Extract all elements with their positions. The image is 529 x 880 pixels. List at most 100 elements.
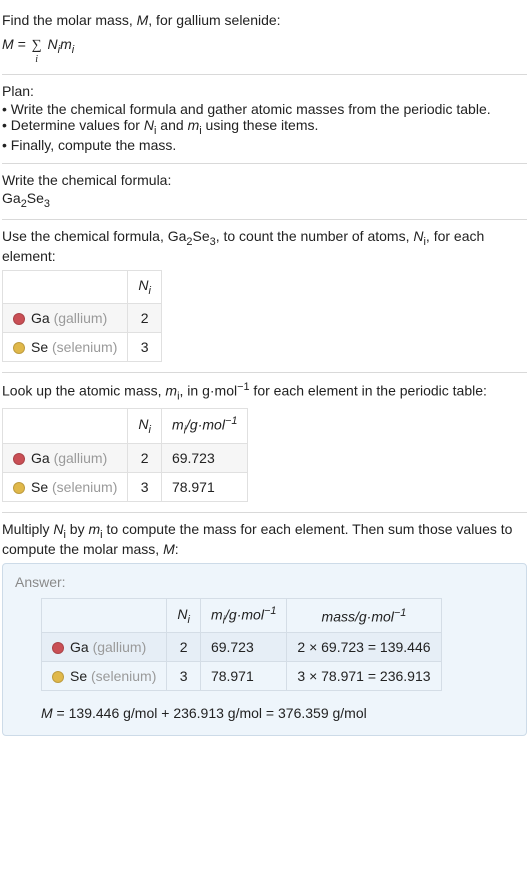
- ga-N: 2: [128, 443, 162, 472]
- se-name: (selenium): [48, 339, 117, 355]
- hdr-mass-text: mass/g·mol: [322, 608, 394, 624]
- ga-swatch: [52, 642, 64, 654]
- ga-symbol: Ga: [31, 450, 50, 466]
- mass-m: m: [165, 383, 177, 399]
- formula-se-sub: 3: [44, 197, 50, 209]
- final-result: M = 139.446 g/mol + 236.913 g/mol = 376.…: [41, 705, 514, 721]
- hdr-N-sub: i: [149, 424, 151, 436]
- hdr-N-sym: N: [138, 277, 148, 293]
- section-formula: Write the chemical formula: Ga2Se3: [2, 164, 527, 221]
- compute-text-d: :: [175, 541, 179, 557]
- hdr-N: Ni: [167, 598, 201, 632]
- elem-se: Se (selenium): [3, 472, 128, 501]
- se-count: 3: [128, 332, 162, 361]
- elem-ga: Ga (gallium): [3, 443, 128, 472]
- atomic-mass-table: Ni mi/g·mol−1 Ga (gallium) 2 69.723 Se (…: [2, 408, 248, 501]
- plan-item-2: • Determine values for Ni and mi using t…: [2, 117, 527, 137]
- plan-m: m: [188, 117, 200, 133]
- se-N: 3: [167, 662, 201, 691]
- ga-N: 2: [167, 633, 201, 662]
- elem-ga: Ga (gallium): [3, 303, 128, 332]
- compute-text: Multiply Ni by mi to compute the mass fo…: [2, 521, 527, 557]
- plan-item-1: • Write the chemical formula and gather …: [2, 101, 527, 117]
- mass-text-a: Look up the atomic mass,: [2, 383, 165, 399]
- intro-text-a: Find the molar mass,: [2, 12, 137, 28]
- table-row: Ga (gallium) 2 69.723 2 × 69.723 = 139.4…: [42, 633, 442, 662]
- hdr-N: Ni: [128, 409, 162, 443]
- hdr-N-sym: N: [138, 416, 148, 432]
- ga-mass: 2 × 69.723 = 139.446: [287, 633, 441, 662]
- hdr-m: mi/g·mol−1: [161, 409, 247, 443]
- plan-bullets: • Write the chemical formula and gather …: [2, 101, 527, 153]
- hdr-m-unit: /g·mol: [186, 417, 225, 433]
- plan-item-2a: • Determine values for: [2, 117, 144, 133]
- ga-name: (gallium): [50, 450, 108, 466]
- plan-item-3: • Finally, compute the mass.: [2, 137, 527, 153]
- hdr-m-sym: m: [211, 606, 223, 622]
- compute-text-b: by: [66, 521, 89, 537]
- hdr-m-unit: /g·mol: [225, 606, 264, 622]
- plan-item-2c: using these items.: [202, 117, 319, 133]
- mass-text-b: , in g·mol: [180, 383, 238, 399]
- formula-left: M =: [2, 36, 30, 52]
- ga-symbol: Ga: [31, 310, 50, 326]
- hdr-m-sym: m: [172, 417, 184, 433]
- page: Find the molar mass, M, for gallium sele…: [0, 0, 529, 750]
- ga-name: (gallium): [89, 639, 147, 655]
- mass-exp: −1: [237, 381, 249, 393]
- mass-text: Look up the atomic mass, mi, in g·mol−1 …: [2, 381, 527, 402]
- hdr-empty: [3, 271, 128, 304]
- compute-N: N: [53, 521, 63, 537]
- hdr-N: Ni: [128, 271, 162, 304]
- se-name: (selenium): [87, 668, 156, 684]
- count-text-c: , to count the number of atoms,: [216, 228, 414, 244]
- hdr-N-sub: i: [188, 613, 190, 625]
- se-mass: 78.971: [161, 472, 247, 501]
- section-atomic-mass: Look up the atomic mass, mi, in g·mol−1 …: [2, 373, 527, 513]
- answer-box: Answer: Ni mi/g·mol−1 mass/g·mol−1 Ga (g…: [2, 563, 527, 736]
- count-N: N: [413, 228, 423, 244]
- table-row: Se (selenium) 3 78.971 3 × 78.971 = 236.…: [42, 662, 442, 691]
- plan-N: N: [144, 117, 154, 133]
- se-swatch: [52, 671, 64, 683]
- intro-M: M: [137, 12, 149, 28]
- formula-se: Se: [27, 190, 44, 206]
- table-row: Se (selenium) 3 78.971: [3, 472, 248, 501]
- intro-text-b: , for gallium selenide:: [148, 12, 280, 28]
- count-text-a: Use the chemical formula, Ga: [2, 228, 186, 244]
- ga-count: 2: [128, 303, 162, 332]
- ga-symbol: Ga: [70, 639, 89, 655]
- count-text: Use the chemical formula, Ga2Se3, to cou…: [2, 228, 527, 264]
- table-row: Ga (gallium) 2 69.723: [3, 443, 248, 472]
- hdr-mass: mass/g·mol−1: [287, 598, 441, 632]
- compute-text-a: Multiply: [2, 521, 53, 537]
- count-text-b: Se: [192, 228, 209, 244]
- molar-mass-formula: M = ∑i Nimi: [2, 30, 527, 64]
- se-symbol: Se: [31, 479, 48, 495]
- table-header-row: Ni mi/g·mol−1 mass/g·mol−1: [42, 598, 442, 632]
- final-text: = 139.446 g/mol + 236.913 g/mol = 376.35…: [53, 705, 367, 721]
- hdr-mass-exp: −1: [394, 607, 406, 619]
- compute-m: m: [89, 521, 101, 537]
- formula-label: Write the chemical formula:: [2, 172, 527, 188]
- section-plan: Plan: • Write the chemical formula and g…: [2, 75, 527, 164]
- atom-count-table: Ni Ga (gallium) 2 Se (selenium) 3: [2, 270, 162, 362]
- mass-text-c: for each element in the periodic table:: [250, 383, 487, 399]
- answer-label: Answer:: [15, 574, 514, 590]
- ga-name: (gallium): [50, 310, 108, 326]
- se-N: 3: [128, 472, 162, 501]
- table-row: Se (selenium) 3: [3, 332, 162, 361]
- sigma-symbol: ∑i: [32, 32, 42, 60]
- ga-mass: 69.723: [161, 443, 247, 472]
- table-header-row: Ni: [3, 271, 162, 304]
- section-intro: Find the molar mass, M, for gallium sele…: [2, 4, 527, 75]
- sigma-index: i: [35, 46, 38, 74]
- hdr-empty: [3, 409, 128, 443]
- se-m: 78.971: [200, 662, 286, 691]
- hdr-N-sub: i: [149, 285, 151, 297]
- hdr-m-exp: −1: [264, 605, 276, 617]
- se-symbol: Se: [31, 339, 48, 355]
- hdr-empty: [42, 598, 167, 632]
- plan-label: Plan:: [2, 83, 527, 99]
- section-count-atoms: Use the chemical formula, Ga 2 Se 3 , to cou…: [2, 220, 527, 373]
